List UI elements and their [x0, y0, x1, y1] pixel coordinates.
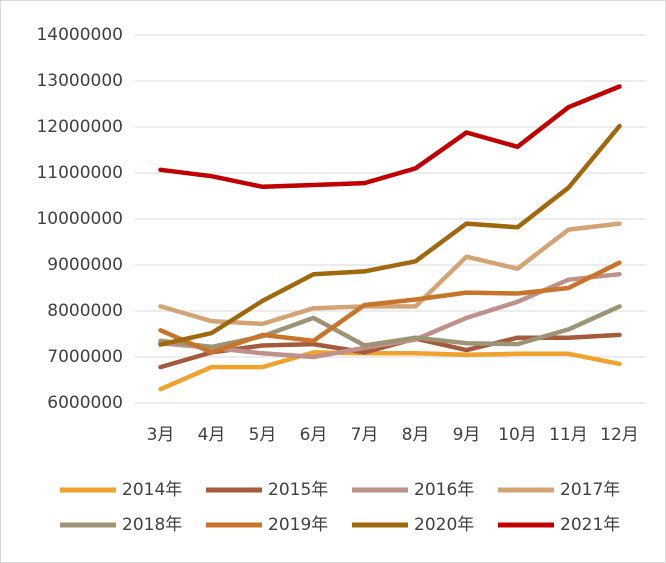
x-tick-label: 9月 — [453, 425, 481, 445]
y-tick-label: 10000000 — [36, 209, 123, 229]
y-tick-label: 12000000 — [36, 117, 123, 137]
series-line — [158, 350, 622, 392]
x-tick-label: 4月 — [198, 425, 226, 445]
legend-label: 2019年 — [268, 515, 328, 535]
y-tick-label: 9000000 — [47, 255, 123, 275]
x-tick-label: 6月 — [300, 425, 328, 445]
legend-label: 2017年 — [560, 480, 620, 500]
y-tick-label: 6000000 — [47, 393, 123, 413]
x-tick-label: 3月 — [147, 425, 175, 445]
y-tick-label: 7000000 — [47, 347, 123, 367]
y-tick-label: 8000000 — [47, 301, 123, 321]
legend-label: 2014年 — [122, 480, 182, 500]
y-tick-label: 14000000 — [36, 25, 123, 45]
legend-label: 2015年 — [268, 480, 328, 500]
x-tick-label: 7月 — [351, 425, 379, 445]
legend-label: 2020年 — [414, 515, 474, 535]
x-tick-label: 5月 — [249, 425, 277, 445]
x-tick-label: 12月 — [600, 425, 639, 445]
x-tick-label: 8月 — [402, 425, 430, 445]
y-tick-label: 13000000 — [36, 71, 123, 91]
series-line — [158, 260, 622, 355]
series-line — [158, 123, 622, 347]
series-line — [158, 221, 622, 327]
legend-label: 2016年 — [414, 480, 474, 500]
x-tick-label: 10月 — [498, 425, 537, 445]
legend-label: 2021年 — [560, 515, 620, 535]
legend-label: 2018年 — [122, 515, 182, 535]
series-line — [158, 84, 622, 190]
y-tick-label: 11000000 — [36, 163, 123, 183]
x-tick-label: 11月 — [549, 425, 588, 445]
